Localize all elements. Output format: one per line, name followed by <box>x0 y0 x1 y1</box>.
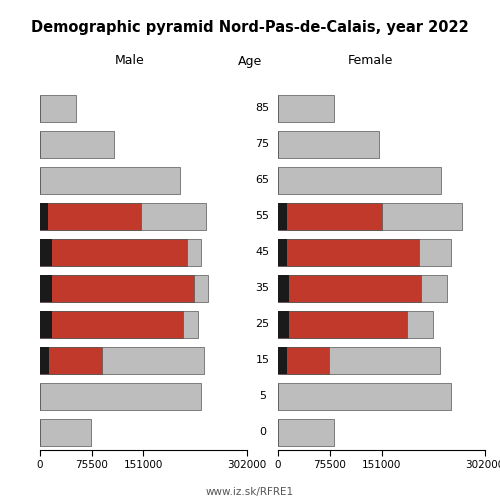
Text: 75: 75 <box>256 139 270 149</box>
Bar <box>40 382 201 409</box>
Bar <box>278 346 287 374</box>
Bar <box>278 310 289 338</box>
Bar <box>278 94 334 122</box>
Bar <box>278 202 287 230</box>
Text: 15: 15 <box>256 355 270 365</box>
Bar <box>40 202 206 230</box>
Bar <box>278 274 420 301</box>
Bar <box>40 310 183 338</box>
Bar <box>40 238 201 266</box>
Text: Female: Female <box>348 54 393 68</box>
Text: Male: Male <box>115 54 145 68</box>
Bar <box>278 238 452 266</box>
Bar <box>40 418 92 446</box>
Bar <box>278 310 407 338</box>
Text: 85: 85 <box>256 103 270 113</box>
Bar <box>40 274 208 301</box>
Bar <box>40 130 114 158</box>
Bar <box>278 346 440 374</box>
Bar <box>278 418 334 446</box>
Bar <box>278 202 462 230</box>
Bar <box>278 382 450 409</box>
Bar <box>278 274 446 301</box>
Bar <box>40 310 198 338</box>
Bar <box>278 346 330 374</box>
Bar <box>40 310 52 338</box>
Text: 65: 65 <box>256 175 270 185</box>
Bar <box>40 202 140 230</box>
Text: 45: 45 <box>256 247 270 257</box>
Bar <box>278 238 287 266</box>
Bar <box>278 166 441 194</box>
Text: Age: Age <box>238 54 262 68</box>
Bar <box>278 238 418 266</box>
Bar <box>40 346 49 374</box>
Bar <box>40 238 188 266</box>
Bar <box>278 274 289 301</box>
Bar <box>40 346 204 374</box>
Text: www.iz.sk/RFRE1: www.iz.sk/RFRE1 <box>206 487 294 497</box>
Bar <box>40 274 52 301</box>
Text: Demographic pyramid Nord-Pas-de-Calais, year 2022: Demographic pyramid Nord-Pas-de-Calais, … <box>31 20 469 35</box>
Bar <box>278 310 433 338</box>
Text: 25: 25 <box>256 319 270 329</box>
Text: 35: 35 <box>256 283 270 293</box>
Bar <box>40 202 48 230</box>
Bar <box>278 130 380 158</box>
Bar <box>40 238 52 266</box>
Text: 0: 0 <box>259 427 266 437</box>
Bar <box>40 274 194 301</box>
Bar <box>278 202 382 230</box>
Bar <box>40 166 180 194</box>
Bar <box>40 94 76 122</box>
Text: 5: 5 <box>259 391 266 401</box>
Text: 55: 55 <box>256 211 270 221</box>
Bar <box>40 346 102 374</box>
